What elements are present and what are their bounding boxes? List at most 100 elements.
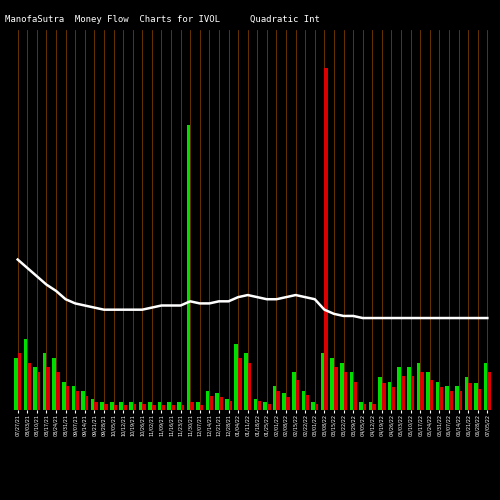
- Bar: [152, 405, 156, 410]
- Bar: [114, 405, 117, 410]
- Bar: [258, 400, 261, 410]
- Bar: [263, 402, 267, 410]
- Bar: [104, 404, 108, 410]
- Bar: [330, 358, 334, 410]
- Bar: [75, 391, 79, 410]
- Bar: [46, 367, 50, 410]
- Bar: [296, 380, 300, 410]
- Bar: [85, 396, 88, 410]
- Bar: [177, 402, 180, 410]
- Bar: [455, 386, 458, 410]
- Bar: [382, 384, 386, 410]
- Bar: [388, 382, 392, 410]
- Bar: [315, 404, 318, 410]
- Bar: [426, 372, 430, 410]
- Bar: [344, 372, 347, 410]
- Bar: [436, 382, 440, 410]
- Bar: [359, 402, 362, 410]
- Bar: [190, 402, 194, 410]
- Bar: [410, 376, 414, 410]
- Bar: [378, 377, 382, 410]
- Bar: [100, 402, 104, 410]
- Bar: [311, 402, 315, 410]
- Bar: [248, 362, 252, 410]
- Bar: [420, 372, 424, 410]
- Bar: [398, 367, 401, 410]
- Bar: [340, 362, 344, 410]
- Bar: [305, 395, 309, 410]
- Bar: [37, 372, 40, 410]
- Bar: [200, 405, 203, 410]
- Bar: [123, 405, 126, 410]
- Bar: [210, 396, 213, 410]
- Bar: [440, 387, 443, 410]
- Bar: [353, 382, 357, 410]
- Bar: [129, 402, 132, 410]
- Bar: [244, 353, 248, 410]
- Bar: [33, 367, 37, 410]
- Bar: [267, 404, 270, 410]
- Bar: [62, 382, 66, 410]
- Bar: [458, 391, 462, 410]
- Bar: [350, 372, 353, 410]
- Bar: [254, 398, 258, 410]
- Bar: [320, 353, 324, 410]
- Bar: [372, 404, 376, 410]
- Bar: [56, 372, 59, 410]
- Bar: [24, 339, 28, 410]
- Bar: [282, 393, 286, 410]
- Bar: [464, 377, 468, 410]
- Bar: [449, 391, 452, 410]
- Bar: [28, 362, 31, 410]
- Bar: [18, 353, 21, 410]
- Bar: [286, 396, 290, 410]
- Bar: [142, 404, 146, 410]
- Bar: [401, 376, 404, 410]
- Text: ManofaSutra  Money Flow  Charts for IVOL: ManofaSutra Money Flow Charts for IVOL: [5, 15, 220, 24]
- Bar: [138, 402, 142, 410]
- Bar: [158, 402, 162, 410]
- Bar: [392, 387, 395, 410]
- Bar: [430, 380, 434, 410]
- Bar: [132, 404, 136, 410]
- Bar: [368, 402, 372, 410]
- Bar: [196, 402, 200, 410]
- Bar: [162, 405, 165, 410]
- Bar: [416, 362, 420, 410]
- Bar: [468, 384, 472, 410]
- Bar: [72, 386, 75, 410]
- Bar: [474, 384, 478, 410]
- Bar: [94, 402, 98, 410]
- Bar: [484, 362, 488, 410]
- Bar: [14, 358, 18, 410]
- Bar: [168, 402, 171, 410]
- Bar: [216, 393, 219, 410]
- Bar: [148, 402, 152, 410]
- Bar: [362, 404, 366, 410]
- Bar: [273, 386, 276, 410]
- Bar: [324, 68, 328, 410]
- Bar: [334, 367, 338, 410]
- Bar: [292, 372, 296, 410]
- Bar: [407, 367, 410, 410]
- Bar: [171, 405, 174, 410]
- Bar: [225, 398, 228, 410]
- Bar: [52, 358, 56, 410]
- Bar: [478, 389, 482, 410]
- Bar: [120, 402, 123, 410]
- Bar: [81, 391, 85, 410]
- Bar: [90, 398, 94, 410]
- Bar: [186, 125, 190, 410]
- Bar: [228, 400, 232, 410]
- Bar: [488, 372, 491, 410]
- Bar: [43, 353, 46, 410]
- Bar: [276, 391, 280, 410]
- Bar: [238, 358, 242, 410]
- Bar: [66, 386, 69, 410]
- Bar: [110, 402, 114, 410]
- Bar: [180, 405, 184, 410]
- Text: Quadratic Int: Quadratic Int: [250, 15, 320, 24]
- Bar: [219, 396, 222, 410]
- Bar: [234, 344, 238, 410]
- Bar: [302, 391, 305, 410]
